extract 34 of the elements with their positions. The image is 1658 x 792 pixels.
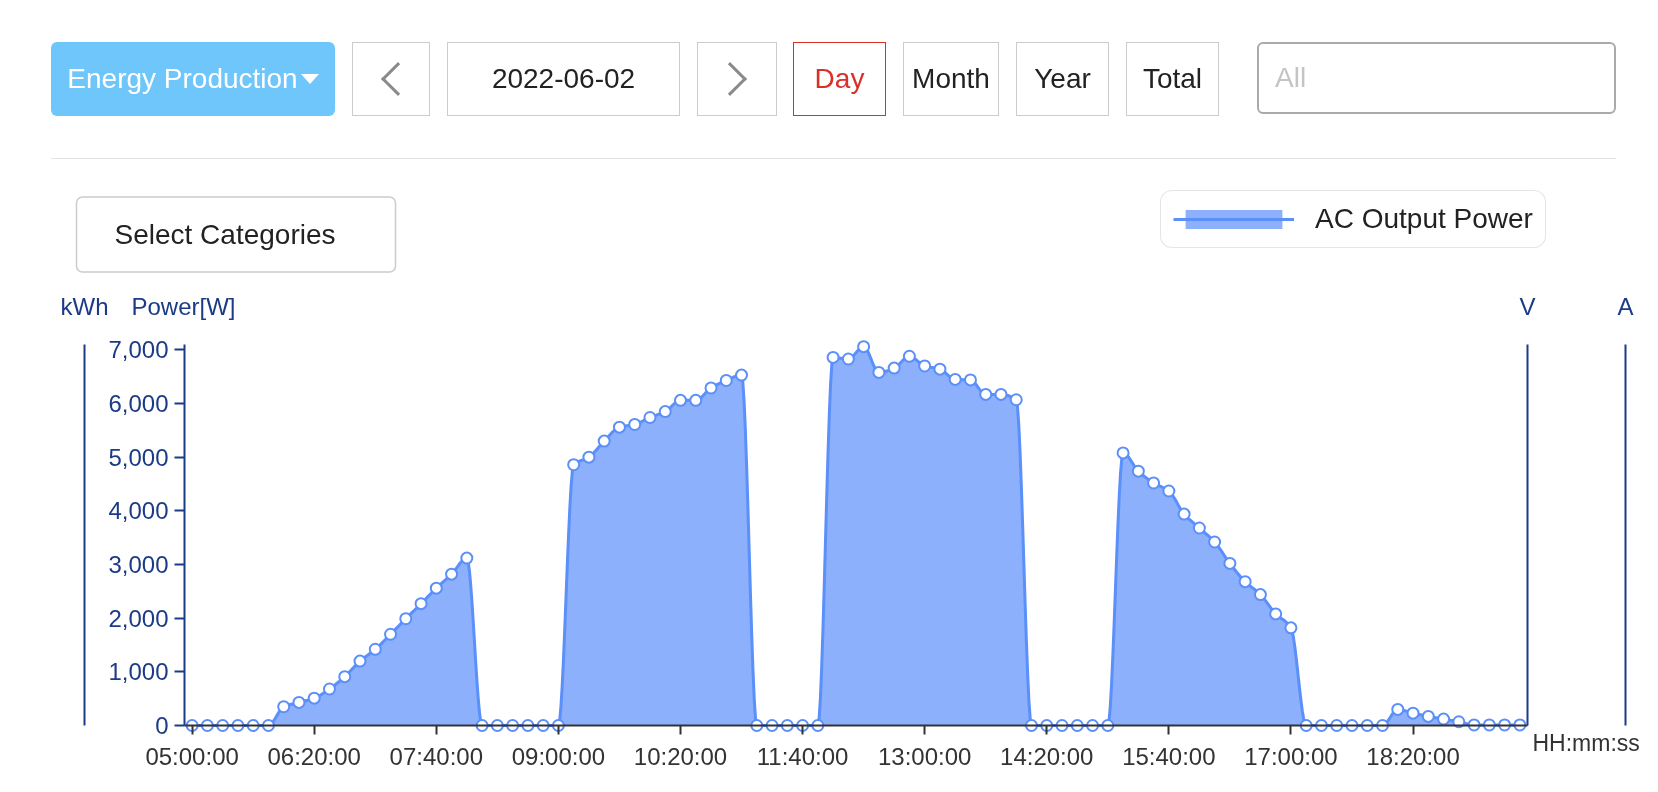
x-tick-label: 07:40:00	[389, 742, 484, 770]
y3-axis-title: A	[1617, 293, 1634, 320]
date-field: 2022-06-02	[447, 42, 680, 116]
y-tick-label: 6,000	[108, 390, 169, 418]
x-tick-label: 06:20:00	[267, 742, 361, 770]
y-tick-label: 2,000	[108, 604, 169, 632]
period-tab: Month	[903, 42, 999, 116]
x-tick-label: 11:40:00	[756, 742, 849, 770]
x-axis-title: HH:mm:ss	[1532, 729, 1640, 756]
x-tick-label: 13:00:00	[877, 742, 972, 770]
period-tab: Year	[1016, 42, 1109, 116]
y2-axis-title: V	[1519, 293, 1536, 320]
x-tick-label: 14:20:00	[1000, 742, 1094, 770]
x-tick-label: 09:00:00	[511, 742, 606, 770]
period-tab: Total	[1126, 42, 1219, 116]
y-axis-title: Power[W]	[131, 293, 236, 320]
y-tick-label: 1,000	[108, 658, 169, 686]
y-tick-label: 5,000	[108, 443, 169, 471]
dropdown-metric: Energy Production	[51, 42, 335, 116]
y-tick-label: 3,000	[108, 551, 169, 579]
y-tick-label: 0	[155, 712, 169, 739]
legend-label: AC Output Power	[1315, 203, 1533, 235]
y-tick-label: 7,000	[108, 336, 169, 364]
x-tick-label: 18:20:00	[1366, 742, 1460, 770]
text: Select Categories	[114, 219, 336, 250]
x-tick-label: 10:20:00	[633, 742, 728, 770]
period-tab-selected: Day	[793, 42, 886, 116]
search-field: All	[1257, 42, 1616, 114]
x-tick-label: 15:40:00	[1122, 742, 1216, 770]
text: kWh	[60, 293, 109, 320]
chart-title: Energy Production	[67, 62, 298, 96]
y-tick-label: 4,000	[108, 497, 169, 525]
x-tick-label: 17:00:00	[1244, 742, 1338, 770]
x-tick-label: 05:00:00	[145, 742, 239, 770]
